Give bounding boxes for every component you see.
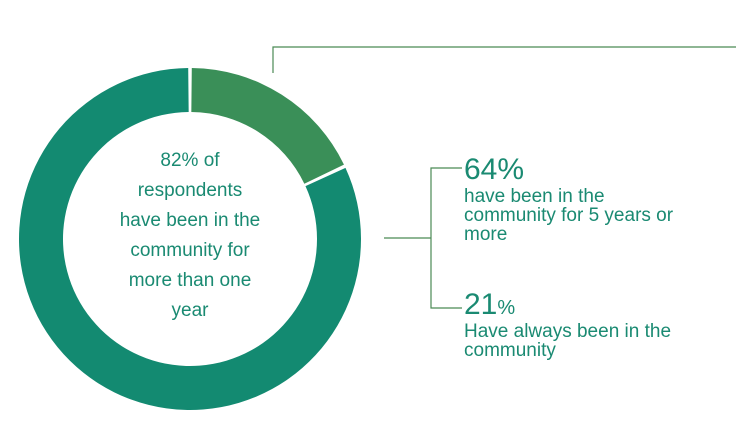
donut-slices (18, 68, 361, 411)
center-line: respondents (137, 180, 243, 201)
center-line: 82% of (160, 150, 220, 171)
connector-bracket (430, 167, 462, 309)
callout-value: 21% (464, 288, 516, 321)
center-line: more than one (128, 270, 252, 291)
callout-desc-line: community (464, 340, 556, 361)
callout-desc-line: have been in the (464, 186, 605, 207)
callout-value: 64% (464, 153, 525, 186)
callout-desc-line: community for 5 years or (464, 205, 674, 226)
callout-connectors (272, 46, 736, 309)
center-line: community for (130, 240, 250, 261)
callout-always: 21% Have always been in the community (464, 288, 736, 361)
callout-desc-line: Have always been in the (464, 321, 672, 342)
callout-desc-line: more (464, 224, 508, 245)
center-line: year (171, 300, 209, 321)
callout-five-years: 64% have been in the community for 5 yea… (464, 153, 736, 245)
center-label: 82% of respondents have been in the comm… (98, 146, 282, 326)
connector-top (272, 46, 736, 73)
center-line: have been in the (119, 210, 261, 231)
slice-minor (191, 68, 344, 184)
